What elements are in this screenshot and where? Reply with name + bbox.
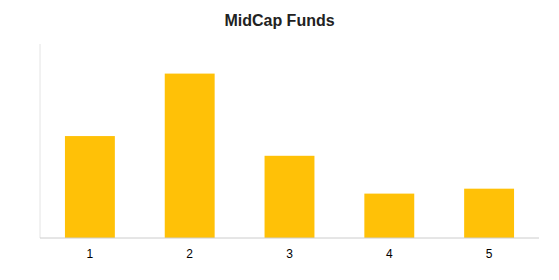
bar [364, 194, 414, 238]
bar [165, 74, 215, 238]
x-tick-label: 2 [186, 247, 193, 261]
bar [464, 189, 514, 238]
x-tick-label: 3 [286, 247, 293, 261]
x-tick-label: 5 [486, 247, 493, 261]
chart: MidCap Funds 1 2 3 4 5 [0, 0, 559, 280]
title: MidCap Funds [224, 12, 334, 29]
chart-container: MidCap Funds 1 2 3 4 5 [0, 0, 559, 280]
y-axis-line [40, 44, 41, 238]
x-axis-line [40, 238, 539, 239]
bar [265, 156, 315, 238]
bar [65, 136, 115, 238]
x-tick-label: 1 [87, 247, 94, 261]
bars [65, 74, 514, 238]
x-tick-label: 4 [386, 247, 393, 261]
